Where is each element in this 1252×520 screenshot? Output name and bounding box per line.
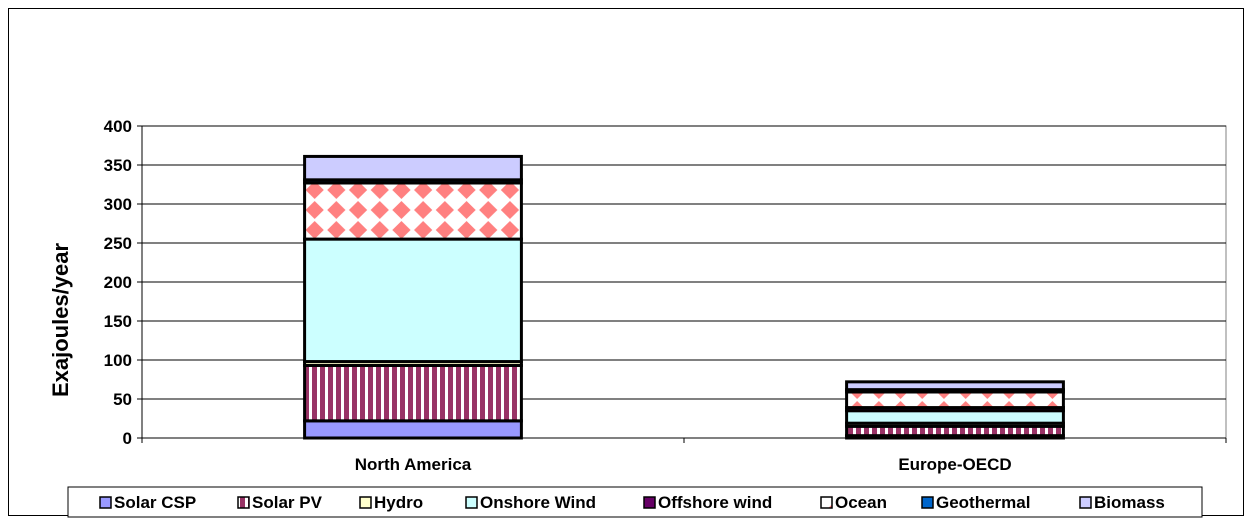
legend: Solar CSP Solar PV Hydro Onshore Wind Offsho…	[67, 486, 1203, 518]
bars	[303, 154, 1065, 440]
y-tick-label: 300	[104, 195, 132, 214]
legend-label: Offshore wind	[658, 493, 772, 512]
x-category-label: Europe-OECD	[898, 455, 1011, 474]
bar-segment-solar-csp	[303, 419, 523, 440]
legend-swatch	[99, 496, 112, 509]
legend-swatch	[921, 496, 934, 509]
y-tick-label: 100	[104, 351, 132, 370]
legend-swatch	[237, 496, 250, 509]
y-tick-label: 250	[104, 234, 132, 253]
y-tick-label: 0	[123, 429, 132, 448]
legend-swatch	[820, 496, 833, 509]
bar-segment-onshore-wind	[845, 409, 1065, 425]
legend-label: Biomass	[1094, 493, 1165, 512]
bar-segment-biomass	[845, 380, 1065, 392]
legend-label: Hydro	[374, 493, 423, 512]
legend-label: Geothermal	[936, 493, 1030, 512]
bar-segment-solar-pv	[303, 363, 523, 423]
y-tick-label: 200	[104, 273, 132, 292]
legend-box	[67, 486, 1203, 518]
bar-segment-ocean	[303, 181, 523, 241]
bar-segment-biomass	[303, 154, 523, 182]
legend-swatch	[359, 496, 372, 509]
bar-segment-onshore-wind	[303, 237, 523, 364]
legend-label: Ocean	[835, 493, 887, 512]
bar-segment-ocean	[845, 390, 1065, 410]
x-axis: North America Europe-OECD	[141, 437, 1227, 474]
y-axis: 0 50 100 150 200 250 300 350 400	[104, 117, 143, 448]
y-tick-label: 400	[104, 117, 132, 136]
y-tick-label: 150	[104, 312, 132, 331]
y-tick-label: 50	[113, 390, 132, 409]
legend-label: Solar PV	[252, 493, 323, 512]
x-category-label: North America	[355, 455, 472, 474]
legend-swatch	[465, 496, 478, 509]
legend-swatch	[643, 496, 656, 509]
y-axis-label: Exajoules/year	[48, 243, 73, 398]
legend-swatch	[1079, 496, 1092, 509]
y-tick-label: 350	[104, 156, 132, 175]
legend-label: Solar CSP	[114, 493, 196, 512]
legend-label: Onshore Wind	[480, 493, 596, 512]
